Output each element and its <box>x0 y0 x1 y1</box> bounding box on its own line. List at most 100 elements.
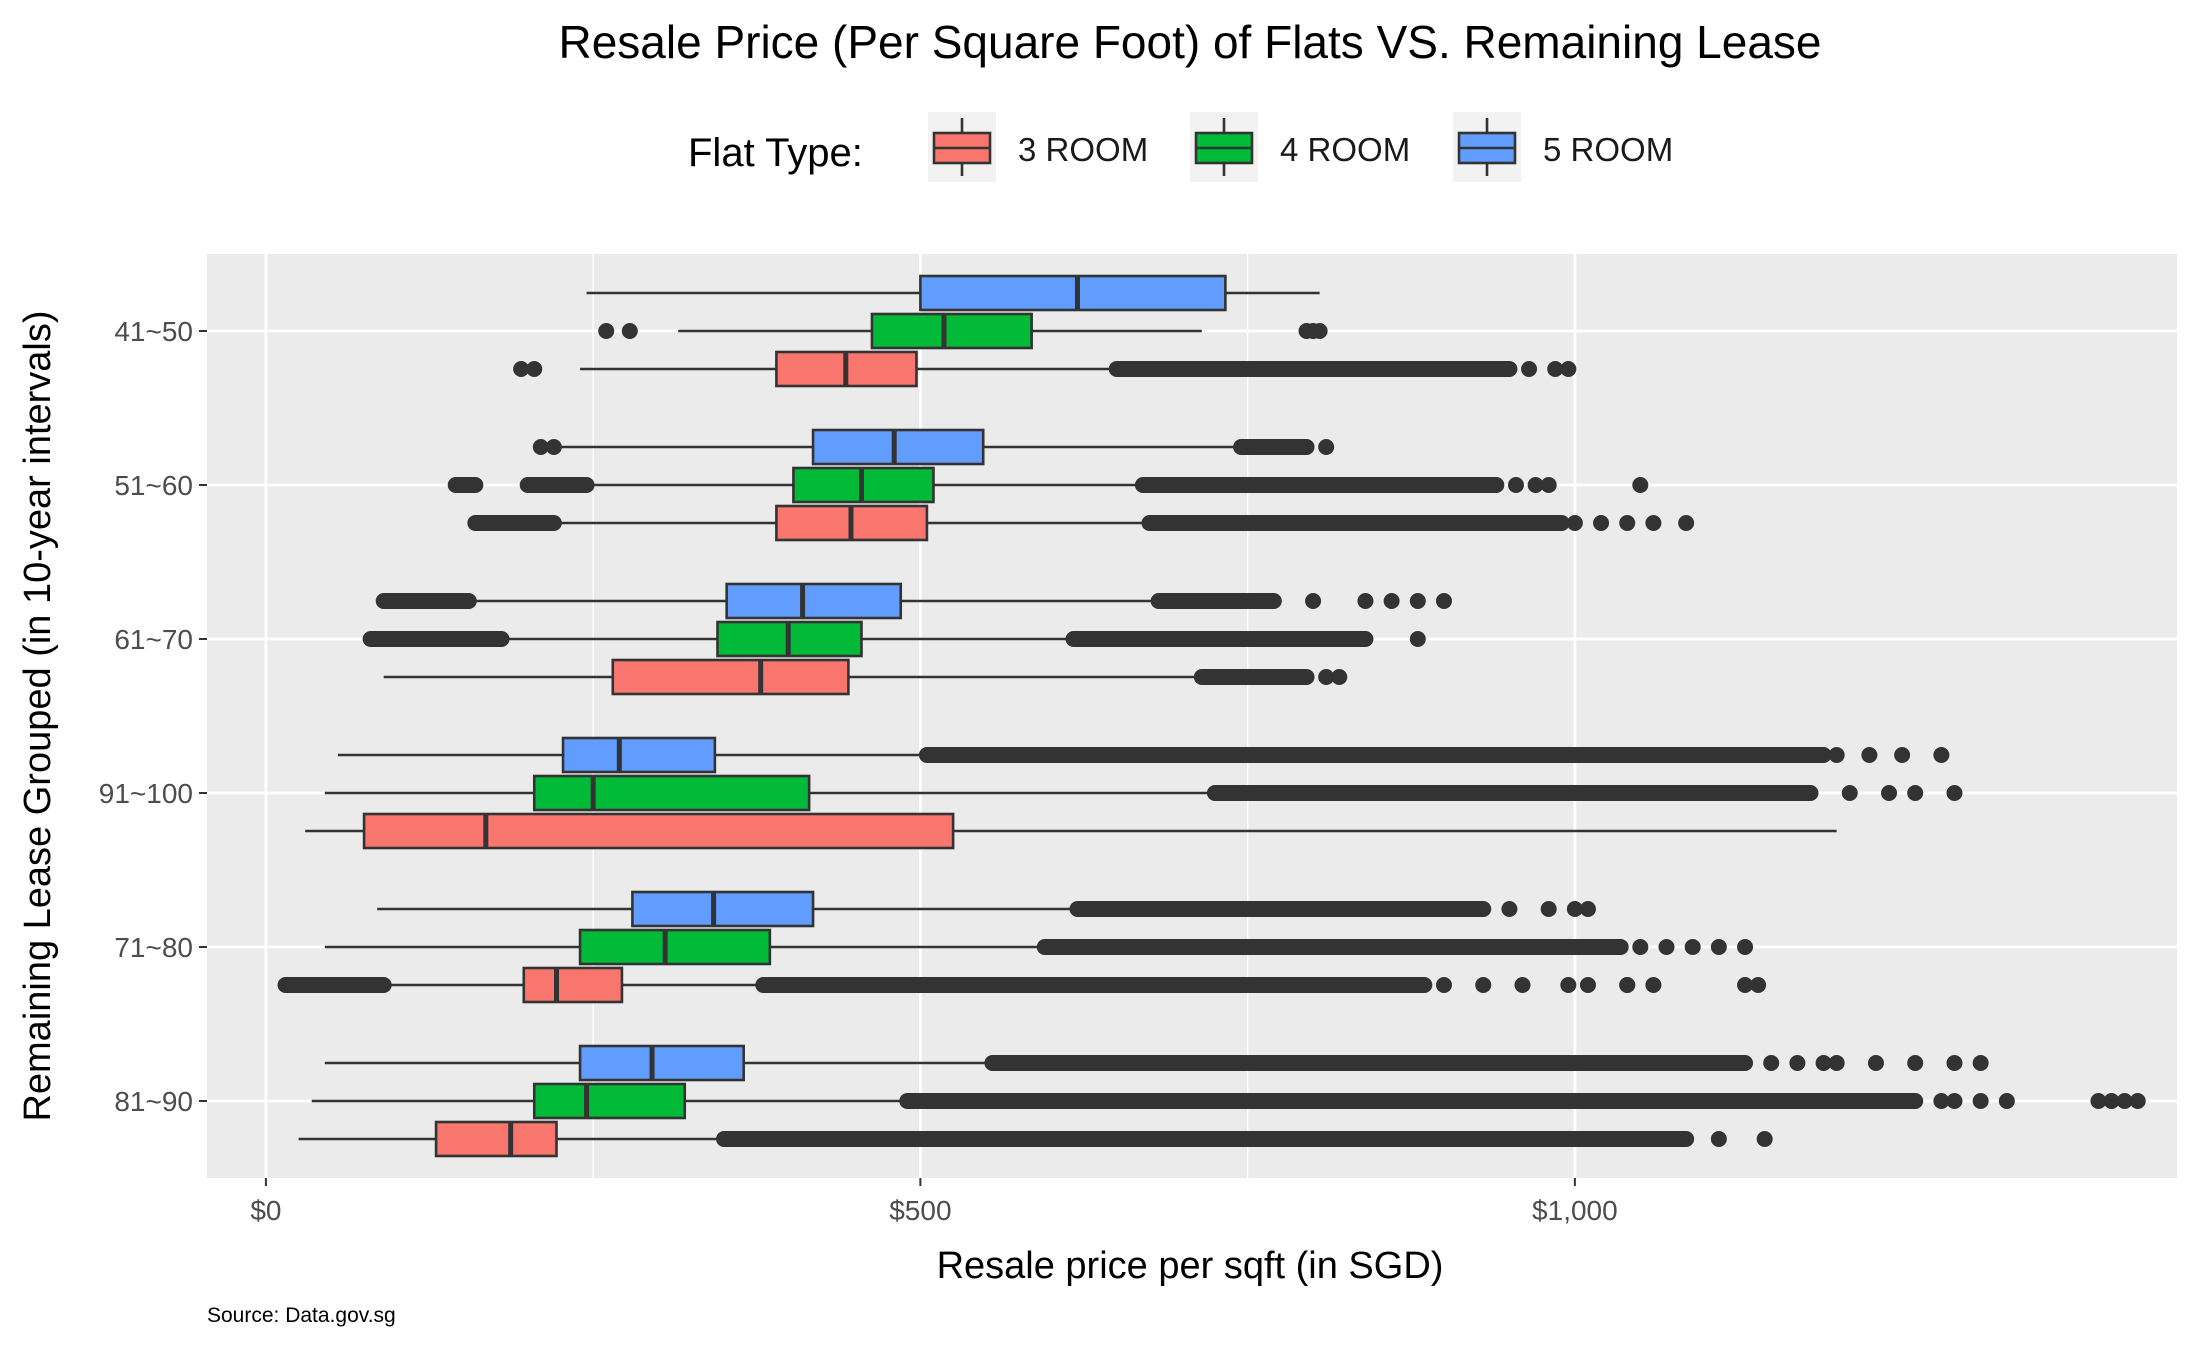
box-iqr <box>919 274 1227 312</box>
box-4-room-61-70 <box>362 620 1426 658</box>
outlier-point <box>1331 669 1348 685</box>
box-5-room-61-70 <box>375 582 1452 620</box>
outlier-point <box>1521 361 1538 377</box>
box-iqr <box>362 812 955 850</box>
outlier-point <box>1867 1055 1884 1071</box>
outlier-point <box>545 439 562 455</box>
outlier-point <box>1789 1055 1806 1071</box>
box-5-room-71-80 <box>377 890 1596 928</box>
outlier-point <box>1750 977 1767 993</box>
x-tick-label: $1,000 <box>1532 1195 1618 1226</box>
chart-title: Resale Price (Per Square Foot) of Flats … <box>558 16 1821 68</box>
box-5-room-81-90 <box>324 1044 1989 1082</box>
outlier-point <box>1933 1093 1950 1109</box>
box-3-room-41-50 <box>513 350 1577 388</box>
outlier-point <box>1514 977 1531 993</box>
outlier-point <box>1540 901 1557 917</box>
outlier-point <box>2116 1093 2133 1109</box>
outlier-point <box>598 323 615 339</box>
outlier-point <box>621 323 638 339</box>
box-4-room-71-80 <box>324 928 1754 966</box>
outlier-point <box>1593 515 1610 531</box>
outlier-point <box>1540 477 1557 493</box>
outlier-point <box>1318 439 1335 455</box>
outlier-point <box>1305 593 1322 609</box>
y-tick-label: 81~90 <box>114 1086 193 1117</box>
outlier-point <box>2103 1093 2120 1109</box>
outlier-point <box>1933 747 1950 763</box>
y-tick-label: 51~60 <box>114 470 193 501</box>
x-tick-label: $0 <box>250 1195 281 1226</box>
outlier-point <box>1383 593 1400 609</box>
y-axis-title: Remaining Lease Grouped (in 10-year inte… <box>17 310 59 1121</box>
box-4-room-41-50 <box>598 312 1328 350</box>
caption: Source: Data.gov.sg <box>207 1304 396 1327</box>
outlier-point <box>1998 1093 2015 1109</box>
outlier-point <box>1684 939 1701 955</box>
outlier-point <box>1658 939 1675 955</box>
outlier-point <box>1946 1093 1963 1109</box>
box-iqr <box>532 774 811 812</box>
outlier-point <box>1311 323 1328 339</box>
outlier-point <box>1409 631 1426 647</box>
outlier-point <box>1907 785 1924 801</box>
outlier-point <box>1678 515 1695 531</box>
outlier-point <box>2090 1093 2107 1109</box>
box-5-room-41-50 <box>586 274 1320 312</box>
outlier-point <box>1547 361 1564 377</box>
outlier-point <box>1632 477 1649 493</box>
outlier-point <box>1560 977 1577 993</box>
outlier-point <box>1579 901 1596 917</box>
outlier-point <box>532 439 549 455</box>
outlier-point <box>1475 977 1492 993</box>
outlier-point <box>1619 977 1636 993</box>
outlier-point <box>1507 477 1524 493</box>
outlier-point <box>1828 1055 1845 1071</box>
outlier-point <box>1566 515 1583 531</box>
outlier-point <box>1435 593 1452 609</box>
legend: Flat Type: 3 ROOM 4 ROOM 5 ROOM <box>688 112 1673 182</box>
outlier-point <box>1737 977 1754 993</box>
legend-item-3-room: 3 ROOM <box>928 112 1148 182</box>
outlier-point <box>1527 477 1544 493</box>
y-tick-label: 91~100 <box>99 778 193 809</box>
outlier-point <box>1907 1055 1924 1071</box>
outlier-point <box>2129 1093 2146 1109</box>
y-axis-ticks: 81~90 71~80 91~100 61~70 51~60 41~50 <box>99 316 207 1117</box>
legend-label: 5 ROOM <box>1543 131 1673 168</box>
box-5-room-91-100 <box>337 736 1950 774</box>
outlier-point <box>1815 1055 1832 1071</box>
outlier-point <box>1763 1055 1780 1071</box>
outlier-point <box>1737 939 1754 955</box>
outlier-point <box>513 361 530 377</box>
x-axis-title: Resale price per sqft (in SGD) <box>937 1245 1444 1287</box>
legend-label: 3 ROOM <box>1018 131 1148 168</box>
box-iqr <box>811 428 985 466</box>
box-3-room-81-90 <box>298 1120 1773 1158</box>
boxes-layer <box>277 274 2146 1158</box>
outlier-point <box>1579 977 1596 993</box>
outlier-point <box>1946 1055 1963 1071</box>
outlier-point <box>1566 901 1583 917</box>
box-iqr <box>434 1120 558 1158</box>
box-3-room-71-80 <box>277 966 1767 1004</box>
outlier-point <box>1645 515 1662 531</box>
outlier-point <box>1894 747 1911 763</box>
box-3-room-61-70 <box>383 658 1348 696</box>
box-3-room-51-60 <box>467 504 1695 542</box>
box-iqr <box>725 582 903 620</box>
box-4-room-81-90 <box>311 1082 2146 1120</box>
outlier-point <box>1881 785 1898 801</box>
y-tick-label: 41~50 <box>114 316 193 347</box>
box-iqr <box>631 890 815 928</box>
outlier-point <box>1318 669 1335 685</box>
box-5-room-51-60 <box>532 428 1335 466</box>
outlier-point <box>1828 747 1845 763</box>
y-tick-label: 71~80 <box>114 932 193 963</box>
box-iqr <box>532 1082 687 1120</box>
outlier-point <box>1756 1131 1773 1147</box>
outlier-point <box>526 361 543 377</box>
box-iqr <box>611 658 850 696</box>
box-4-room-51-60 <box>447 466 1649 504</box>
